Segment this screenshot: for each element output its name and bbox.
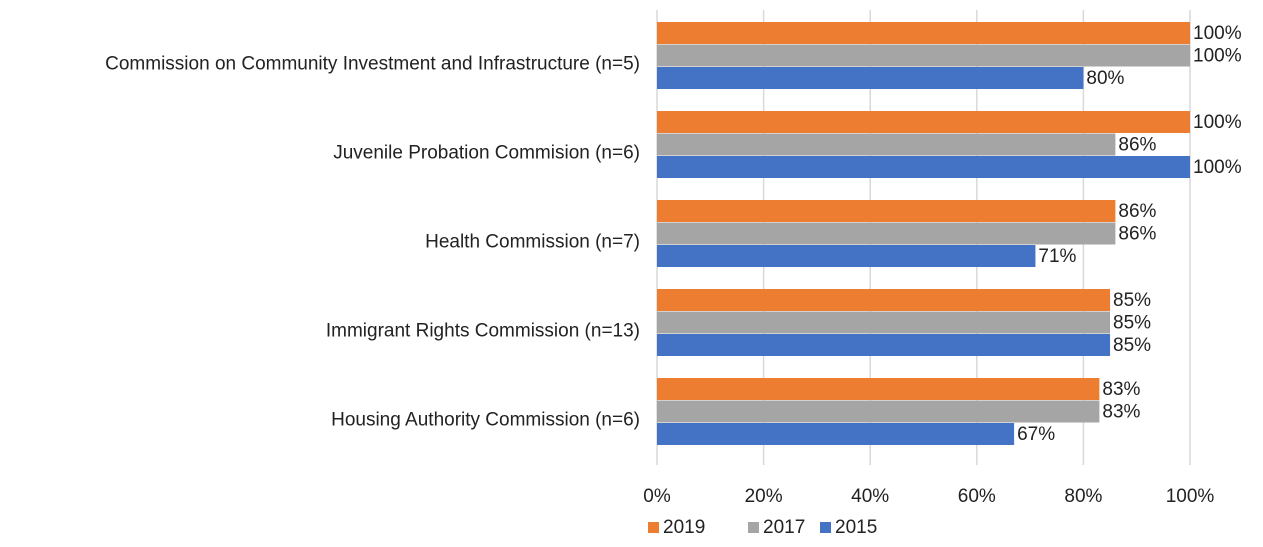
category-label: Health Commission (n=7)	[425, 232, 640, 253]
bar	[657, 200, 1116, 222]
legend-label: 2017	[763, 517, 805, 538]
value-label: 86%	[1118, 201, 1156, 222]
bar	[657, 156, 1190, 178]
bar	[657, 111, 1190, 133]
category-label: Housing Authority Commission (n=6)	[331, 410, 640, 431]
value-label: 83%	[1102, 402, 1140, 423]
value-label: 100%	[1193, 157, 1242, 178]
value-label: 83%	[1102, 379, 1140, 400]
bar	[657, 311, 1111, 334]
x-tick-label: 100%	[1166, 486, 1215, 507]
legend-swatch	[820, 522, 831, 533]
value-label: 86%	[1118, 224, 1156, 245]
bar	[657, 334, 1111, 356]
bar	[657, 423, 1015, 445]
category-label: Commission on Community Investment and I…	[105, 54, 640, 75]
legend-label: 2019	[663, 517, 705, 538]
value-label: 100%	[1193, 112, 1242, 133]
legend-label: 2015	[835, 517, 877, 538]
value-label: 71%	[1038, 246, 1076, 267]
bar	[657, 400, 1100, 423]
bar	[657, 289, 1111, 311]
bar	[657, 378, 1100, 400]
value-label: 80%	[1086, 68, 1124, 89]
category-label: Juvenile Probation Commision (n=6)	[333, 143, 640, 164]
x-tick-label: 0%	[643, 486, 671, 507]
x-tick-label: 20%	[745, 486, 783, 507]
bar	[657, 245, 1036, 267]
legend-swatch	[748, 522, 759, 533]
bar	[657, 22, 1190, 44]
bar	[657, 222, 1116, 245]
x-tick-label: 40%	[851, 486, 889, 507]
value-label: 67%	[1017, 424, 1055, 445]
legend-swatch	[648, 522, 659, 533]
bar	[657, 133, 1116, 156]
bar	[657, 67, 1084, 89]
x-tick-label: 60%	[958, 486, 996, 507]
value-label: 100%	[1193, 46, 1242, 67]
category-label: Immigrant Rights Commission (n=13)	[326, 321, 640, 342]
value-label: 86%	[1118, 135, 1156, 156]
value-label: 85%	[1113, 290, 1151, 311]
value-label: 85%	[1113, 335, 1151, 356]
bar	[657, 44, 1190, 67]
x-tick-label: 80%	[1064, 486, 1102, 507]
value-label: 100%	[1193, 23, 1242, 44]
value-label: 85%	[1113, 313, 1151, 334]
